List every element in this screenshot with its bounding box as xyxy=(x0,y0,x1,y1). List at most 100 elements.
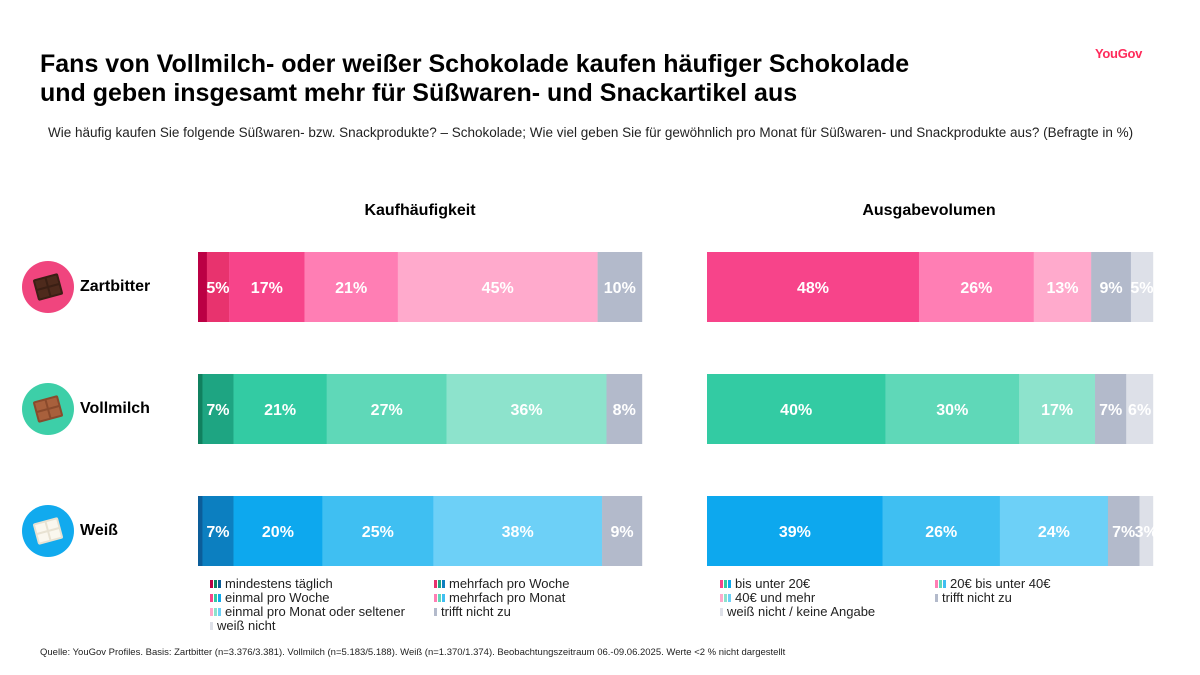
legend-item: weiß nicht / keine Angabe xyxy=(720,605,875,619)
bar-segment-kaufhaeufigkeit-vollmilch xyxy=(198,374,203,444)
bar-segment-ausgabevolumen-zartbitter xyxy=(1091,252,1132,322)
bar-segment-kaufhaeufigkeit-vollmilch xyxy=(202,374,234,444)
legend-swatch xyxy=(218,594,221,602)
source-note: Quelle: YouGov Profiles. Basis: Zartbitt… xyxy=(40,647,786,658)
data-label: 3% xyxy=(1135,524,1158,541)
legend-item: mindestens täglich xyxy=(210,577,333,591)
legend-swatch xyxy=(210,622,213,630)
legend-swatch xyxy=(214,594,217,602)
data-label: 5% xyxy=(1130,280,1153,297)
row-label-vollmilch: Vollmilch xyxy=(22,383,150,435)
bar-segment-kaufhaeufigkeit-zartbitter xyxy=(397,252,598,322)
data-label: 21% xyxy=(335,280,367,297)
bar-segment-kaufhaeufigkeit-zartbitter xyxy=(206,252,230,322)
bar-segment-kaufhaeufigkeit-weiß xyxy=(322,496,434,566)
data-label: 30% xyxy=(936,402,968,419)
legend-item: trifft nicht zu xyxy=(434,605,511,619)
data-label: 21% xyxy=(264,402,296,419)
bar-segment-ausgabevolumen-vollmilch xyxy=(1019,374,1096,444)
bar-segment-kaufhaeufigkeit-weiß xyxy=(202,496,234,566)
legend-label: 20€ bis unter 40€ xyxy=(950,576,1051,591)
legend-label: weiß nicht / keine Angabe xyxy=(727,604,876,619)
chart-title-kaufhaeufigkeit: Kaufhäufigkeit xyxy=(364,202,476,219)
legend-swatch xyxy=(434,594,437,602)
legend-swatch xyxy=(728,580,731,588)
bar-segment-ausgabevolumen-vollmilch xyxy=(1126,374,1154,444)
yougov-logo: YouGov xyxy=(1095,46,1143,61)
data-label: 5% xyxy=(206,280,229,297)
legend-swatch xyxy=(728,594,731,602)
bar-segment-kaufhaeufigkeit-zartbitter xyxy=(229,252,305,322)
data-label: 39% xyxy=(779,524,811,541)
data-label: 17% xyxy=(1041,402,1073,419)
row-name: Zartbitter xyxy=(80,278,151,295)
legend-swatch xyxy=(434,608,437,616)
data-label: 7% xyxy=(206,402,229,419)
bar-segment-ausgabevolumen-vollmilch xyxy=(885,374,1020,444)
legend-swatch xyxy=(935,594,938,602)
data-label: 27% xyxy=(371,402,403,419)
bar-segment-kaufhaeufigkeit-vollmilch xyxy=(446,374,607,444)
legend-label: mehrfach pro Woche xyxy=(449,576,570,591)
dark-chocolate-icon xyxy=(22,261,74,313)
legend-swatch xyxy=(438,594,441,602)
legend-swatch xyxy=(720,580,723,588)
legend-swatch xyxy=(214,608,217,616)
data-label: 20% xyxy=(262,524,294,541)
bar-segment-ausgabevolumen-vollmilch xyxy=(707,374,886,444)
legend-label: mindestens täglich xyxy=(225,576,333,591)
title-line-2: und geben insgesamt mehr für Süßwaren- u… xyxy=(40,79,798,107)
legend-swatch xyxy=(939,580,942,588)
bar-segment-ausgabevolumen-weiß xyxy=(1139,496,1154,566)
legend-swatch xyxy=(210,594,213,602)
bar-segment-ausgabevolumen-vollmilch xyxy=(1095,374,1127,444)
bar-segment-ausgabevolumen-weiß xyxy=(707,496,883,566)
legend-swatch xyxy=(943,580,946,588)
legend-swatch xyxy=(724,594,727,602)
data-label: 40% xyxy=(780,402,812,419)
bar-segment-ausgabevolumen-weiß xyxy=(1107,496,1140,566)
row-name: Vollmilch xyxy=(80,400,150,417)
bar-segment-ausgabevolumen-zartbitter xyxy=(1130,252,1154,322)
bar-segment-kaufhaeufigkeit-vollmilch xyxy=(606,374,643,444)
white-chocolate-icon xyxy=(22,505,74,557)
legend-swatch xyxy=(434,580,437,588)
legend-label: bis unter 20€ xyxy=(735,576,811,591)
legend-item: 20€ bis unter 40€ xyxy=(935,577,1050,591)
legend-swatch xyxy=(210,608,213,616)
bar-segment-kaufhaeufigkeit-weiß xyxy=(602,496,643,566)
row-label-weiss: Weiß xyxy=(22,505,118,557)
row-name: Weiß xyxy=(80,522,118,539)
data-label: 7% xyxy=(1099,402,1122,419)
data-label: 26% xyxy=(960,280,992,297)
legend-swatch xyxy=(214,580,217,588)
legend-label: 40€ und mehr xyxy=(735,590,816,605)
bar-segment-kaufhaeufigkeit-zartbitter xyxy=(597,252,643,322)
data-label: 24% xyxy=(1038,524,1070,541)
legend-swatch xyxy=(210,580,213,588)
bar-segment-ausgabevolumen-weiß xyxy=(999,496,1109,566)
legend-item: einmal pro Woche xyxy=(210,591,330,605)
bar-segment-ausgabevolumen-zartbitter xyxy=(1033,252,1092,322)
data-label: 8% xyxy=(613,402,636,419)
data-label: 17% xyxy=(251,280,283,297)
legend-swatch xyxy=(218,580,221,588)
bar-segment-kaufhaeufigkeit-zartbitter xyxy=(304,252,398,322)
legend-swatch xyxy=(724,580,727,588)
legend-label: einmal pro Monat oder seltener xyxy=(225,604,405,619)
data-label: 25% xyxy=(362,524,394,541)
legend-item: bis unter 20€ xyxy=(720,577,810,591)
bar-segment-ausgabevolumen-weiß xyxy=(882,496,1001,566)
data-label: 48% xyxy=(797,280,829,297)
legend-item: weiß nicht xyxy=(210,619,276,633)
row-label-zartbitter: Zartbitter xyxy=(22,261,150,313)
legend-label: einmal pro Woche xyxy=(225,590,330,605)
legend-swatch xyxy=(720,608,723,616)
data-label: 7% xyxy=(1112,524,1135,541)
subtitle: Wie häufig kaufen Sie folgende Süßwaren-… xyxy=(48,125,1134,140)
bar-segment-kaufhaeufigkeit-vollmilch xyxy=(233,374,327,444)
legend-label: weiß nicht xyxy=(217,618,276,633)
legend-label: trifft nicht zu xyxy=(942,590,1012,605)
data-label: 45% xyxy=(482,280,514,297)
